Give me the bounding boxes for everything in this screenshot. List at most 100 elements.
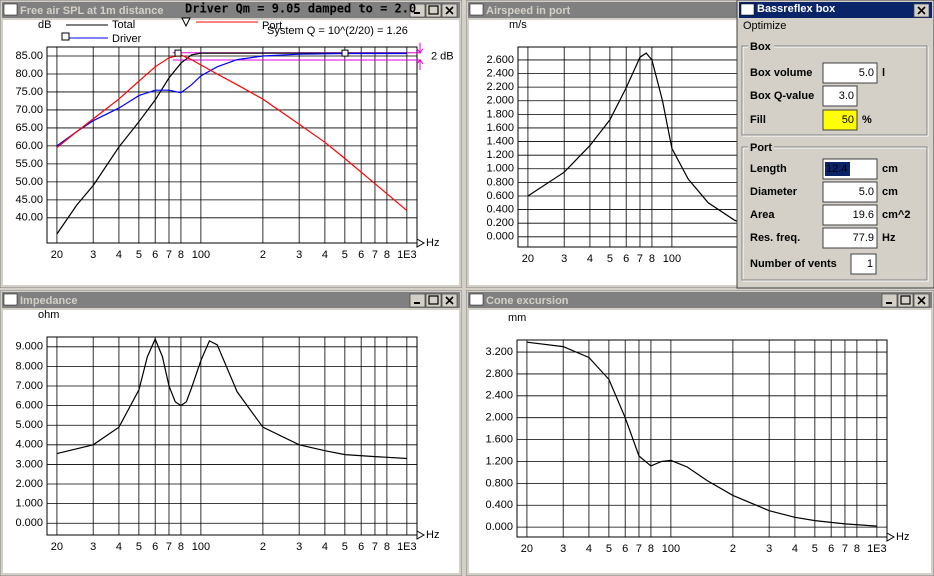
title-bar — [2, 292, 460, 308]
legend-label: Total — [112, 19, 135, 31]
window-icon — [3, 293, 18, 306]
curve-marker — [341, 49, 349, 57]
reference-arrows — [416, 42, 424, 70]
x-tick-label: 3 — [296, 249, 302, 261]
x-tick-label: 3 — [560, 543, 566, 555]
x-tick-label: 3 — [90, 249, 96, 261]
input-field[interactable] — [822, 204, 878, 226]
y-tick-label: 7.000 — [15, 380, 43, 392]
x-tick-label: 7 — [372, 541, 378, 553]
y-tick-label: 2.400 — [486, 67, 514, 79]
system-q: System Q = 10^(2/20) = 1.26 — [267, 25, 408, 37]
legend-label: Driver — [112, 33, 142, 45]
menu-item[interactable]: Optimize — [743, 20, 786, 32]
x-tick-label: 2 — [260, 249, 266, 261]
x-tick-label: 1E3 — [397, 541, 417, 553]
input-value: 1 — [867, 258, 873, 270]
title-bar — [739, 2, 932, 18]
window-title: Free air SPL at 1m distance — [20, 5, 163, 17]
x-tick-label: 5 — [136, 249, 142, 261]
x-axis-label: Hz — [896, 531, 909, 543]
x-tick-label: 7 — [637, 253, 643, 265]
x-axis-label: Hz — [426, 529, 439, 541]
y-tick-label: 2.000 — [486, 95, 514, 107]
y-tick-label: 2.400 — [485, 390, 513, 402]
input-value: 50 — [842, 114, 854, 126]
x-tick-label: 8 — [649, 253, 655, 265]
y-tick-label: 8.000 — [15, 360, 43, 372]
y-tick-label: 5.000 — [15, 419, 43, 431]
series-line — [56, 337, 407, 460]
field-unit: l — [882, 67, 885, 79]
input-field[interactable] — [822, 62, 878, 84]
field-label: Box Q-value — [750, 90, 814, 102]
y-tick-label: 3.000 — [15, 458, 43, 470]
title-bar — [2, 2, 460, 18]
window-client — [3, 20, 459, 285]
x-tick-label: 20 — [51, 249, 63, 261]
group-box — [742, 46, 929, 137]
y-tick-label: 1.000 — [486, 163, 514, 175]
field-label: Res. freq. — [750, 232, 800, 244]
minimize-button[interactable] — [881, 293, 898, 308]
field-unit: cm^2 — [882, 209, 910, 221]
y-tick-label: 0.000 — [485, 521, 513, 533]
y-tick-label: 1.000 — [15, 498, 43, 510]
x-tick-label: 3 — [90, 541, 96, 553]
y-tick-label: 0.800 — [485, 477, 513, 489]
y-tick-label: 6.000 — [15, 400, 43, 412]
series-line — [56, 52, 407, 235]
x-tick-label: 100 — [192, 249, 210, 261]
group-label-bg — [748, 141, 774, 154]
y-axis-label: dB — [38, 19, 51, 31]
input-field[interactable] — [850, 253, 877, 275]
y-axis-label: m/s — [509, 19, 527, 31]
x-tick-label: 100 — [663, 253, 681, 265]
y-tick-label: 0.400 — [485, 499, 513, 511]
y-tick-label: 60.00 — [15, 140, 43, 152]
input-value: 3.0 — [839, 90, 854, 102]
window-icon — [469, 293, 484, 306]
input-field[interactable] — [822, 227, 878, 249]
minimize-button[interactable] — [409, 293, 426, 308]
input-value: 5.0 — [859, 67, 874, 79]
minimize-button[interactable] — [409, 3, 426, 18]
legend-marker — [61, 32, 70, 41]
input-value: 12.4 — [826, 163, 847, 175]
y-tick-label: 2.600 — [486, 54, 514, 66]
dialog-title: Bassreflex box — [757, 3, 836, 15]
dialog-window: Bassreflex box Optimize Box Box volume 5.0 l B… — [736, 0, 934, 289]
input-field[interactable] — [822, 109, 858, 131]
field-label: Length — [750, 163, 787, 175]
plot-frame — [46, 336, 418, 536]
x-tick-label: 5 — [342, 541, 348, 553]
x-tick-label: 3 — [766, 543, 772, 555]
window-client — [469, 310, 931, 573]
group-label: Box — [750, 41, 772, 53]
y-tick-label: 1.600 — [485, 434, 513, 446]
y-axis-label: mm — [508, 312, 526, 324]
x-tick-label: 100 — [192, 541, 210, 553]
x-tick-label: 5 — [342, 249, 348, 261]
x-tick-label: 7 — [166, 249, 172, 261]
y-tick-label: 0.000 — [486, 231, 514, 243]
plot-frame — [516, 339, 888, 538]
input-field[interactable] — [822, 85, 858, 107]
y-tick-label: 9.000 — [15, 341, 43, 353]
x-tick-label: 4 — [587, 253, 593, 265]
input-field[interactable] — [822, 181, 878, 203]
y-tick-label: 2.000 — [485, 412, 513, 424]
x-tick-label: 7 — [842, 543, 848, 555]
x-tick-label: 6 — [152, 249, 158, 261]
axis-arrow — [416, 238, 426, 248]
y-axis-label: ohm — [38, 309, 59, 321]
x-tick-label: 3 — [296, 541, 302, 553]
x-tick-label: 3 — [561, 253, 567, 265]
y-tick-label: 2.800 — [485, 368, 513, 380]
y-tick-label: 2.200 — [486, 81, 514, 93]
reference-label: 2 dB — [431, 50, 454, 62]
x-tick-label: 6 — [623, 253, 629, 265]
group-box — [742, 147, 929, 282]
field-label: Area — [750, 209, 775, 221]
